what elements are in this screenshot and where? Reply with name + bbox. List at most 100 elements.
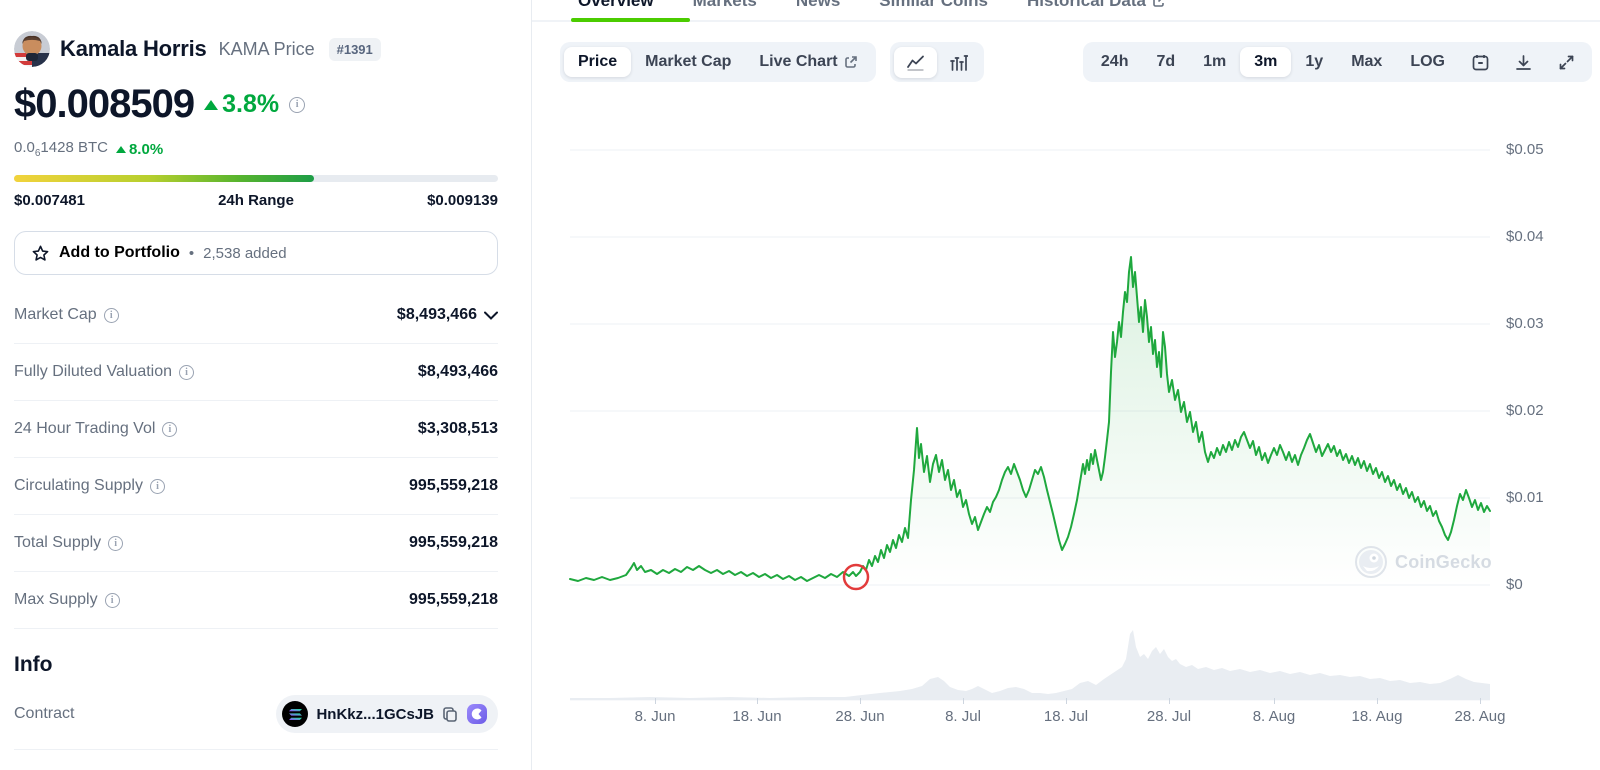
- stat-label: Max Supply: [14, 591, 98, 608]
- price-chart[interactable]: [560, 120, 1500, 740]
- stat-row-circulating-supply: Circulating Supply i 995,559,218: [14, 458, 498, 515]
- portfolio-added-count: 2,538 added: [203, 244, 287, 262]
- info-icon[interactable]: i: [149, 478, 165, 494]
- info-icon[interactable]: i: [104, 592, 120, 608]
- info-icon[interactable]: i: [179, 364, 195, 380]
- tab-overview[interactable]: Overview: [578, 0, 654, 10]
- red-circle-annotation: [842, 563, 870, 591]
- portfolio-separator: •: [188, 244, 195, 262]
- stat-row-trading-vol: 24 Hour Trading Vol i $3,308,513: [14, 401, 498, 458]
- coingecko-watermark: CoinGecko: [1355, 546, 1492, 578]
- range-low: $0.007481: [14, 192, 85, 209]
- watermark-text: CoinGecko: [1395, 551, 1492, 572]
- stat-row-fdv: Fully Diluted Valuation i $8,493,466: [14, 344, 498, 401]
- y-axis-tick: $0.01: [1506, 489, 1544, 506]
- x-axis-tick: 18. Jul: [1043, 708, 1089, 725]
- contract-address: HnKkz...1GCsJB: [316, 705, 434, 723]
- stat-row-max-supply: Max Supply i 995,559,218: [14, 572, 498, 629]
- stat-value: $8,493,466: [396, 306, 477, 323]
- range-7d-button[interactable]: 7d: [1156, 53, 1176, 70]
- range-1y-button[interactable]: 1y: [1305, 53, 1324, 70]
- 24h-range-slider[interactable]: [14, 175, 498, 182]
- x-axis-tick: 28. Jul: [1146, 708, 1192, 725]
- geckoterminal-icon[interactable]: [466, 703, 488, 725]
- tab-similar-coins[interactable]: Similar Coins: [879, 0, 988, 10]
- tab-historical-data[interactable]: Historical Data: [1027, 0, 1166, 11]
- mode-price-button[interactable]: Price: [564, 47, 632, 77]
- coin-rank-badge: #1391: [328, 37, 381, 61]
- line-chart-icon: [907, 55, 924, 71]
- range-title: 24h Range: [218, 192, 294, 209]
- stat-row-total-supply: Total Supply i 995,559,218: [14, 515, 498, 572]
- line-chart-type-button[interactable]: [894, 46, 938, 78]
- range-24h-button[interactable]: 24h: [1100, 53, 1129, 70]
- x-axis-tickmark: [1480, 698, 1481, 704]
- log-scale-button[interactable]: LOG: [1410, 53, 1445, 70]
- calendar-icon: [1472, 54, 1489, 70]
- x-axis-tick: 28. Aug: [1454, 708, 1506, 725]
- stat-label: 24 Hour Trading Vol: [14, 420, 156, 437]
- date-range-button[interactable]: [1459, 47, 1502, 78]
- x-axis-tickmark: [1169, 698, 1170, 704]
- stat-value: $3,308,513: [417, 420, 498, 437]
- stat-label: Total Supply: [14, 534, 102, 551]
- coingecko-logo-icon: [1355, 546, 1387, 578]
- contract-row: Contract HnKkz...1GCsJB: [14, 683, 498, 750]
- external-link-icon: [1153, 0, 1164, 7]
- range-1m-button[interactable]: 1m: [1203, 53, 1227, 70]
- chart-type-switcher: [890, 42, 985, 82]
- mode-live-chart-button[interactable]: Live Chart: [745, 47, 871, 77]
- stat-label: Circulating Supply: [14, 477, 143, 494]
- up-arrow-icon: [204, 99, 219, 110]
- x-axis-tickmark: [757, 698, 758, 704]
- mode-market-cap-button[interactable]: Market Cap: [645, 53, 732, 70]
- range-high: $0.009139: [427, 192, 498, 209]
- x-axis-tick: 28. Jun: [835, 708, 885, 725]
- download-chart-button[interactable]: [1502, 47, 1545, 78]
- stat-label: Fully Diluted Valuation: [14, 363, 173, 380]
- chart-controls: Price Market Cap Live Chart 24h 7d 1m: [560, 42, 1600, 82]
- stat-row-market-cap: Market Cap i $8,493,466: [14, 287, 498, 344]
- candlestick-chart-icon: [950, 54, 969, 71]
- fullscreen-button[interactable]: [1545, 47, 1588, 78]
- btc-price: 0.061428 BTC: [14, 139, 108, 159]
- current-price: $0.008509: [14, 82, 195, 126]
- range-3m-button[interactable]: 3m: [1240, 47, 1292, 77]
- solana-icon: [282, 701, 309, 727]
- x-axis-tickmark: [860, 698, 861, 704]
- x-axis-tickmark: [655, 698, 656, 704]
- btc-price-row: 0.061428 BTC 8.0%: [14, 139, 498, 159]
- active-tab-underline: [571, 18, 690, 22]
- y-axis-tick: $0.02: [1506, 402, 1544, 419]
- stat-value: 995,559,218: [409, 534, 498, 551]
- time-range-switcher: 24h 7d 1m 3m 1y Max LOG: [1082, 42, 1592, 82]
- tab-news[interactable]: News: [795, 0, 841, 10]
- coin-header: Kamala Horris KAMA Price #1391: [14, 30, 498, 68]
- volume-bars: [570, 630, 1490, 700]
- x-axis-tick: 18. Jun: [732, 708, 782, 725]
- y-axis-tick: $0.05: [1506, 141, 1544, 158]
- info-icon[interactable]: i: [162, 421, 178, 437]
- expand-icon: [1559, 55, 1574, 69]
- chevron-down-icon[interactable]: [484, 311, 498, 320]
- add-to-portfolio-button[interactable]: Add to Portfolio • 2,538 added: [14, 231, 498, 275]
- tab-markets[interactable]: Markets: [692, 0, 757, 10]
- info-icon[interactable]: i: [108, 535, 124, 551]
- stat-value: 995,559,218: [409, 591, 498, 608]
- contract-label: Contract: [14, 705, 75, 722]
- coin-summary-panel: Kamala Horris KAMA Price #1391 $0.008509…: [0, 0, 531, 770]
- chart-mode-switcher: Price Market Cap Live Chart: [560, 42, 876, 82]
- contract-address-pill[interactable]: HnKkz...1GCsJB: [276, 695, 498, 733]
- up-arrow-icon: [115, 145, 126, 153]
- info-icon[interactable]: i: [289, 96, 306, 113]
- 24h-range-fill: [14, 175, 315, 182]
- chart-panel: Overview Markets News Similar Coins Hist…: [532, 0, 1600, 770]
- info-icon[interactable]: i: [103, 307, 119, 323]
- star-icon: [32, 245, 49, 261]
- candlestick-chart-type-button[interactable]: [937, 47, 980, 78]
- range-max-button[interactable]: Max: [1351, 53, 1383, 70]
- x-axis-tickmark: [1066, 698, 1067, 704]
- btc-change: 8.0%: [115, 141, 163, 158]
- y-axis-tick: $0.03: [1506, 315, 1544, 332]
- copy-icon[interactable]: [442, 706, 458, 722]
